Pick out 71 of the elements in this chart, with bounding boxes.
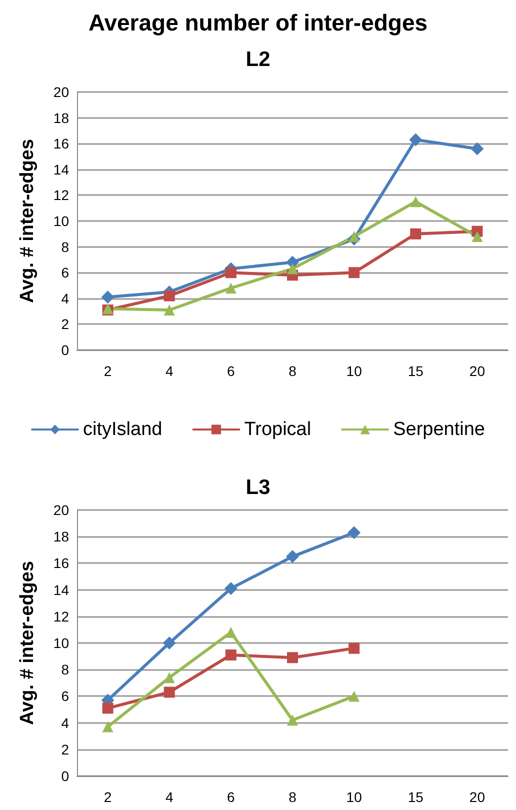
y-axis-title: Avg. # inter-edges [17,138,38,304]
chart-title: Average number of inter-edges [88,10,428,36]
point [162,636,176,650]
point [164,672,175,684]
point [287,263,298,274]
y-tick-label: 2 [61,741,70,758]
point [164,290,175,302]
legend-label: Tropical [244,419,312,440]
y-axis-title: Avg. # inter-edges [17,560,38,726]
y-tick-label: 18 [53,110,70,126]
x-tick-label: 2 [104,363,112,379]
x-tick-label: 8 [288,789,297,805]
y-tick-label: 12 [53,608,70,624]
point [287,652,298,664]
y-tick-label: 14 [53,582,70,598]
y-tick-label: 14 [53,161,70,178]
point [409,133,422,146]
y-tick-label: 10 [53,635,70,651]
x-tick-label: 6 [227,363,236,379]
x-tick-label: 4 [165,363,174,379]
point [101,290,114,304]
y-tick-label: 20 [53,502,70,518]
x-tick-label: 20 [469,789,486,805]
point [225,626,236,638]
y-tick-label: 4 [61,290,70,306]
y-tick-label: 6 [61,688,70,704]
point [287,714,298,726]
y-tick-label: 0 [61,768,70,784]
x-tick-label: 20 [469,363,486,379]
point [102,702,114,714]
y-tick-label: 12 [53,187,70,204]
y-tick-label: 4 [61,714,70,731]
chart-subtitle: L2 [246,48,270,71]
y-tick-label: 16 [53,136,70,152]
x-tick-label: 10 [346,363,362,379]
x-tick-label: 6 [227,789,236,805]
point [470,142,484,156]
y-tick-label: 16 [53,555,70,572]
y-tick-label: 20 [53,84,70,100]
point [225,649,236,660]
point [348,267,360,278]
y-tick-label: 8 [61,238,70,255]
y-tick-label: 2 [61,316,70,332]
chart-title: L3 [246,476,270,499]
x-tick-label: 10 [346,789,362,805]
point [102,721,114,732]
y-tick-label: 10 [53,213,70,229]
point [348,526,361,540]
point [286,550,299,564]
x-tick-label: 4 [165,789,174,805]
point [348,690,360,702]
point [164,304,175,316]
point [164,686,175,698]
point [472,230,483,242]
x-tick-label: 15 [408,363,424,379]
point [410,196,422,208]
y-tick-label: 18 [53,528,70,545]
y-tick-label: 6 [61,264,70,281]
point [225,267,236,278]
point [348,230,360,242]
point [410,228,422,240]
y-tick-label: 8 [61,662,70,678]
point [348,642,360,654]
x-tick-label: 2 [104,789,112,805]
legend-label: cityIsland [83,419,162,440]
x-tick-label: 15 [408,789,424,805]
x-tick-label: 8 [288,363,297,379]
point [224,582,238,595]
y-tick-label: 0 [61,342,70,358]
point [225,282,236,294]
legend-label: Serpentine [393,419,485,440]
